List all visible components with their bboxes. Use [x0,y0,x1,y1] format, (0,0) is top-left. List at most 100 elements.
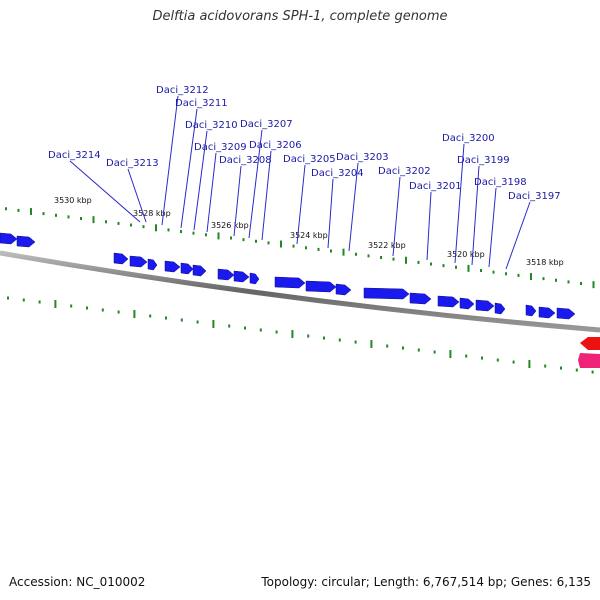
leader-line [193,130,208,231]
gene-label: Daci_3213 [106,158,159,169]
minor-tick [5,207,7,211]
leader-line [127,168,147,223]
minor-tick [142,225,145,229]
tick-label: 3518 kbp [526,258,564,267]
minor-tick [402,346,404,350]
major-tick [370,340,373,349]
minor-tick [380,256,382,260]
tick-labels: 3530 kbp 3528 kbp 3526 kbp 3524 kbp 3522 kbp… [54,196,564,267]
minor-tick [70,304,73,308]
gene-arrow-forward [409,292,432,305]
minor-tick [575,368,578,372]
minor-tick [481,356,483,360]
major-tick [291,330,294,339]
gene-arrow-forward [192,264,207,277]
gene-features [0,232,600,368]
gene-label: Daci_3210 [185,120,238,131]
minor-tick [544,364,547,368]
gene-label: Daci_3203 [336,152,389,163]
minor-tick [228,324,231,328]
tick-label: 3526 kbp [211,221,249,230]
minor-tick [433,350,436,354]
minor-tick [149,314,152,318]
minor-tick [307,334,310,338]
minor-tick [22,298,25,302]
minor-tick [42,212,45,216]
gene-arrow-forward [305,280,337,293]
minor-tick [7,296,9,300]
minor-tick [417,260,420,264]
gene-label: Daci_3197 [508,191,561,202]
leader-line [296,164,306,245]
gene-label: Daci_3200 [442,133,495,144]
minor-tick [167,228,170,232]
gene-arrow-forward [538,306,556,319]
leader-line [327,178,334,249]
gene-arrow-forward [16,235,36,248]
minor-tick [192,231,195,235]
gene-arrow-forward [129,255,148,268]
minor-tick [392,257,395,261]
gene-arrow-forward [164,260,181,273]
minor-tick [80,217,82,221]
gene-arrow-forward [249,272,260,285]
minor-tick [355,252,357,256]
minor-tick [86,306,88,310]
minor-tick [267,241,270,245]
tick-label: 3530 kbp [54,196,92,205]
minor-tick [542,277,545,281]
gene-label: Daci_3214 [48,150,101,161]
tick-label: 3520 kbp [447,250,485,259]
minor-tick [230,236,232,240]
gene-label: Daci_3209 [194,142,247,153]
major-tick [467,264,470,272]
minor-tick [517,273,520,277]
tick-label: 3528 kbp [133,209,171,218]
gene-arrow-forward [525,304,537,317]
gene-arrow-forward [363,287,410,300]
major-tick [405,256,407,264]
minor-tick [512,360,515,364]
minor-tick [205,233,207,237]
genome-stats-text: Topology: circular; Length: 6,767,514 bp… [261,575,591,589]
leader-line [161,95,179,226]
major-tick [217,232,220,240]
leader-line [471,165,480,266]
leader-line [505,201,531,270]
minor-tick [67,215,70,219]
gene-arrow-forward [233,270,250,283]
major-tick [155,224,157,232]
gene-arrow-forward [556,307,576,320]
label-leader-lines [69,95,531,270]
gene-label: Daci_3212 [156,85,209,96]
minor-tick [105,220,107,224]
gene-label: Daci_3205 [283,154,336,165]
minor-tick [492,270,495,274]
leader-line [348,162,359,252]
tick-label: 3524 kbp [290,231,328,240]
minor-tick [505,272,507,276]
minor-tick [117,310,120,314]
major-tick [528,360,531,369]
minor-tick [180,318,183,322]
gene-label: Daci_3204 [311,168,364,179]
minor-tick [259,328,262,332]
minor-tick [38,300,41,304]
gene-label: Daci_3199 [457,155,510,166]
minor-tick [560,366,562,370]
minor-tick [367,254,370,258]
leader-line [488,187,497,268]
gene-arrow-forward [475,299,495,312]
minor-tick [117,221,120,225]
minor-tick [244,326,246,330]
minor-tick [430,262,432,266]
minor-tick [591,370,594,374]
gene-label: Daci_3201 [409,181,462,192]
inner-tick-ring [7,296,594,374]
gene-arrow-forward [180,262,194,275]
gene-label: Daci_3206 [249,140,302,151]
minor-tick [330,249,332,253]
gene-arrow-forward [437,295,460,308]
minor-tick [180,230,182,234]
minor-tick [17,208,20,212]
